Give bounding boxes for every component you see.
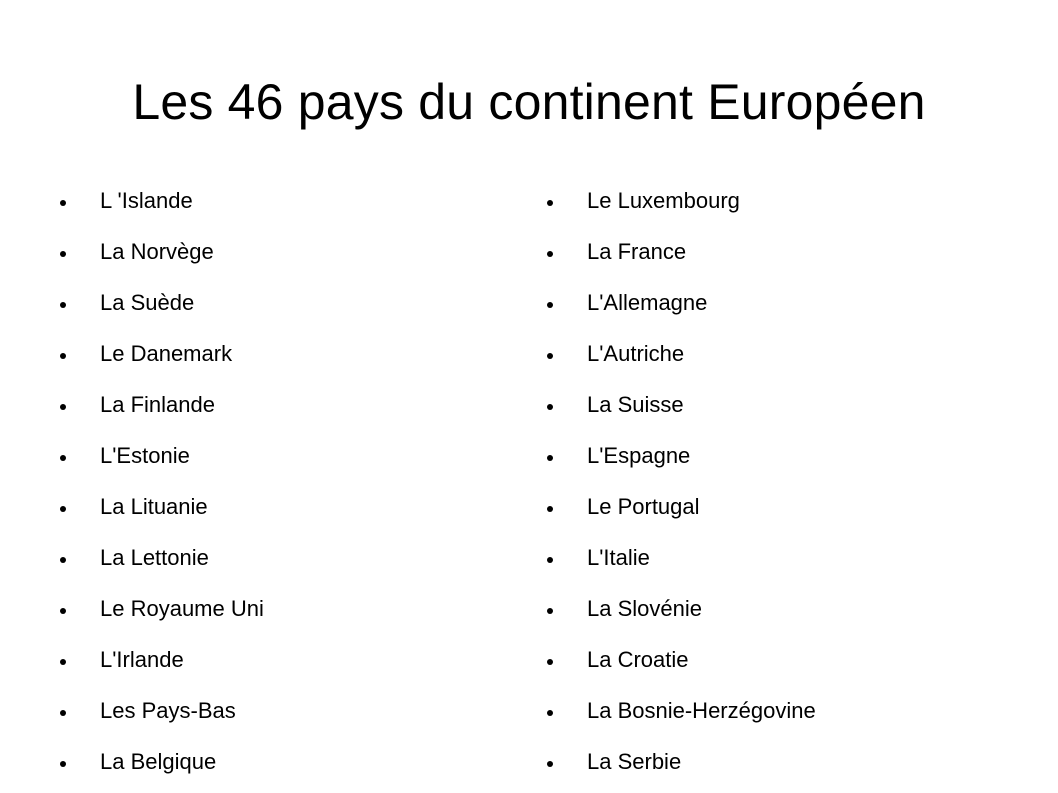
list-item: La Lituanie <box>58 481 498 532</box>
list-item: Le Portugal <box>545 481 1005 532</box>
bullet-icon <box>60 251 66 257</box>
list-item: L'Allemagne <box>545 277 1005 328</box>
bullet-icon <box>547 506 553 512</box>
list-item: La Belgique <box>58 736 498 787</box>
bullet-icon <box>60 608 66 614</box>
list-item: Le Danemark <box>58 328 498 379</box>
country-list-left: L 'Islande La Norvège La Suède Le Danema… <box>58 175 498 787</box>
list-item: La Slovénie <box>545 583 1005 634</box>
bullet-icon <box>547 455 553 461</box>
bullet-icon <box>547 557 553 563</box>
list-item: L'Estonie <box>58 430 498 481</box>
list-item: Le Royaume Uni <box>58 583 498 634</box>
bullet-icon <box>60 302 66 308</box>
country-name: La France <box>587 239 687 264</box>
bullet-icon <box>60 710 66 716</box>
country-name: La Lituanie <box>100 494 208 519</box>
country-list-right: Le Luxembourg La France L'Allemagne L'Au… <box>545 175 1005 787</box>
country-name: L'Espagne <box>587 443 691 468</box>
country-name: L'Estonie <box>100 443 190 468</box>
country-name: L'Allemagne <box>587 290 708 315</box>
bullet-icon <box>60 455 66 461</box>
country-name: La Serbie <box>587 749 682 774</box>
country-name: La Norvège <box>100 239 214 264</box>
country-name: Le Portugal <box>587 494 700 519</box>
list-item: Les Pays-Bas <box>58 685 498 736</box>
bullet-icon <box>60 659 66 665</box>
country-name: L 'Islande <box>100 188 193 213</box>
list-item: La France <box>545 226 1005 277</box>
slide-title: Les 46 pays du continent Européen <box>132 74 926 130</box>
bullet-icon <box>547 302 553 308</box>
list-item: L'Espagne <box>545 430 1005 481</box>
country-name: Les Pays-Bas <box>100 698 236 723</box>
list-item: La Finlande <box>58 379 498 430</box>
country-name: L'Autriche <box>587 341 685 366</box>
bullet-icon <box>547 404 553 410</box>
country-name: La Bosnie-Herzégovine <box>587 698 816 723</box>
list-item: La Serbie <box>545 736 1005 787</box>
list-item: L 'Islande <box>58 175 498 226</box>
country-name: La Finlande <box>100 392 215 417</box>
list-item: La Lettonie <box>58 532 498 583</box>
bullet-icon <box>60 557 66 563</box>
bullet-icon <box>60 404 66 410</box>
bullet-icon <box>60 761 66 767</box>
country-name: La Belgique <box>100 749 217 774</box>
bullet-icon <box>547 353 553 359</box>
country-name: La Slovénie <box>587 596 702 621</box>
bullet-icon <box>547 761 553 767</box>
country-name: Le Luxembourg <box>587 188 740 213</box>
country-name: La Suisse <box>587 392 684 417</box>
country-name: L'Italie <box>587 545 650 570</box>
country-name: La Croatie <box>587 647 689 672</box>
bullet-icon <box>547 251 553 257</box>
list-item: La Bosnie-Herzégovine <box>545 685 1005 736</box>
list-item: La Croatie <box>545 634 1005 685</box>
bullet-icon <box>547 710 553 716</box>
list-item: L'Autriche <box>545 328 1005 379</box>
list-item: Le Luxembourg <box>545 175 1005 226</box>
bullet-icon <box>60 200 66 206</box>
list-item: La Norvège <box>58 226 498 277</box>
country-name: Le Danemark <box>100 341 233 366</box>
bullet-icon <box>547 200 553 206</box>
list-item: L'Italie <box>545 532 1005 583</box>
country-name: L'Irlande <box>100 647 184 672</box>
country-name: La Lettonie <box>100 545 209 570</box>
bullet-icon <box>547 608 553 614</box>
list-item: La Suisse <box>545 379 1005 430</box>
bullet-icon <box>60 506 66 512</box>
bullet-icon <box>60 353 66 359</box>
list-item: L'Irlande <box>58 634 498 685</box>
bullet-icon <box>547 659 553 665</box>
country-name: La Suède <box>100 290 195 315</box>
list-item: La Suède <box>58 277 498 328</box>
country-name: Le Royaume Uni <box>100 596 264 621</box>
